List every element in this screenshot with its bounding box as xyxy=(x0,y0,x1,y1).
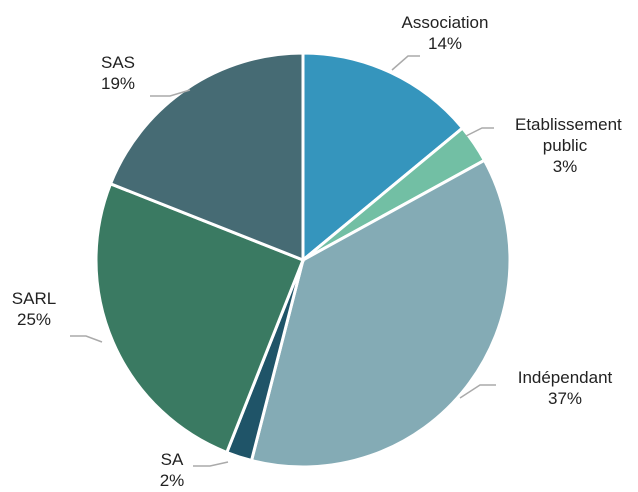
label-name: SARL xyxy=(11,289,57,308)
label-value: 3% xyxy=(552,157,578,176)
pie-slice xyxy=(108,51,305,263)
label-name: SA xyxy=(160,450,184,469)
slice-label: Etablissement public 3% xyxy=(495,114,635,177)
leader-line xyxy=(391,55,420,71)
label-value: 25% xyxy=(16,310,52,329)
label-name: Association xyxy=(401,13,489,32)
label-value: 14% xyxy=(427,34,463,53)
label-value: 37% xyxy=(547,389,583,408)
pie-slice xyxy=(94,181,305,455)
pie-slice xyxy=(249,158,512,469)
label-value: 19% xyxy=(100,74,136,93)
slice-label: Indépendant 37% xyxy=(485,367,638,409)
slice-label: Association 14% xyxy=(365,12,525,54)
label-name: SAS xyxy=(100,53,136,72)
slice-label: SARL 25% xyxy=(0,288,74,330)
leader-line xyxy=(459,384,496,399)
label-value: 2% xyxy=(159,471,185,490)
leader-line xyxy=(193,461,229,467)
leader-line xyxy=(465,127,494,137)
pie-slice xyxy=(301,51,465,264)
label-name: Etablissement public xyxy=(515,115,622,155)
leader-line xyxy=(70,335,103,343)
leader-line xyxy=(150,89,191,97)
slice-label: SA 2% xyxy=(132,449,212,491)
slice-label: SAS 19% xyxy=(78,52,158,94)
label-name: Indépendant xyxy=(517,368,613,387)
